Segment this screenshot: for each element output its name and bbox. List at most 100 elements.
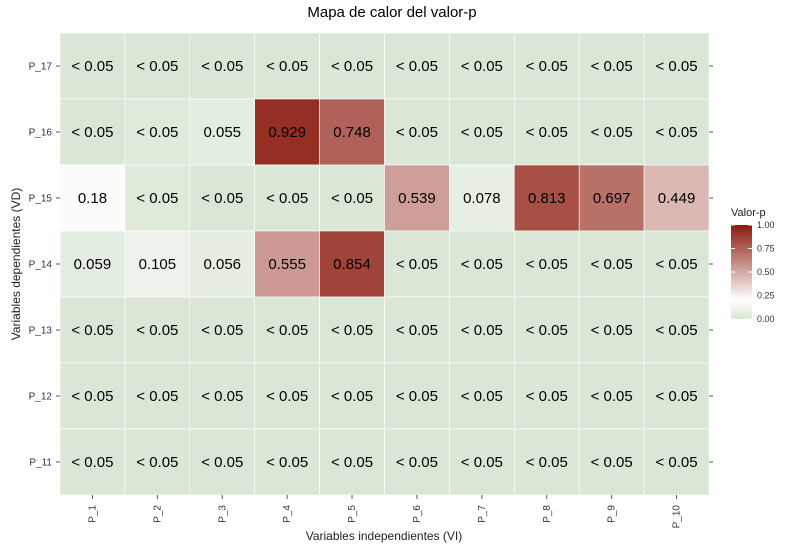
cell-value-label: < 0.05 xyxy=(71,124,113,141)
cell-value-label: 0.18 xyxy=(78,190,107,207)
cell-value-label: 0.555 xyxy=(268,256,306,273)
cell-value-label: < 0.05 xyxy=(461,454,503,471)
x-axis-ticks: P_1 P_2 P_3 P_4 P_5 P_6 P_7 P_8 P_9 P_10 xyxy=(87,495,683,529)
heatmap-cell xyxy=(59,296,126,364)
heatmap-cell xyxy=(578,296,645,364)
heatmap-cell xyxy=(384,296,450,364)
heatmap-cell xyxy=(189,98,256,166)
heatmap-cell xyxy=(643,428,710,496)
legend-ticks: 0.00 0.25 0.50 0.75 1.00 xyxy=(731,220,775,324)
cell-value-label: < 0.05 xyxy=(331,190,373,207)
heatmap-cell xyxy=(319,428,385,496)
cell-value-label: < 0.05 xyxy=(396,256,438,273)
cell-value-label: < 0.05 xyxy=(655,124,697,141)
cell-value-label: < 0.05 xyxy=(591,124,633,141)
cell-value-label: < 0.05 xyxy=(71,322,113,339)
legend-tick-label: 1.00 xyxy=(757,220,775,230)
cell-value-label: < 0.05 xyxy=(655,454,697,471)
heatmap-cell xyxy=(578,362,645,430)
cell-value-label: < 0.05 xyxy=(461,58,503,75)
cell-value-label: < 0.05 xyxy=(526,124,568,141)
heatmap-cell xyxy=(319,164,385,232)
heatmap-cell xyxy=(643,32,710,100)
heatmap-cell xyxy=(254,32,320,100)
heatmap-cell xyxy=(513,428,580,496)
heatmap-cell xyxy=(124,98,191,166)
legend-tick-label: 0.75 xyxy=(757,244,775,254)
heatmap-cell xyxy=(319,296,385,364)
cell-value-label: < 0.05 xyxy=(396,454,438,471)
cell-value-label: < 0.05 xyxy=(396,58,438,75)
heatmap-cell xyxy=(319,362,385,430)
cell-value-label: 0.449 xyxy=(658,190,696,207)
cell-value-label: < 0.05 xyxy=(655,322,697,339)
cell-value-label: < 0.05 xyxy=(655,388,697,405)
x-tick-label: P_2 xyxy=(152,505,163,523)
x-tick-label: P_9 xyxy=(607,505,618,523)
cell-value-label: < 0.05 xyxy=(461,322,503,339)
heatmap-cell xyxy=(319,98,385,166)
cell-value-label: < 0.05 xyxy=(136,190,178,207)
cell-value-label: < 0.05 xyxy=(266,388,308,405)
cell-value-label: < 0.05 xyxy=(331,58,373,75)
x-tick-label: P_5 xyxy=(347,505,358,523)
cell-value-label: < 0.05 xyxy=(266,454,308,471)
cell-value-label: < 0.05 xyxy=(591,454,633,471)
x-tick-label: P_7 xyxy=(477,505,488,523)
cell-value-label: < 0.05 xyxy=(331,388,373,405)
heatmap-cells xyxy=(59,32,710,496)
heatmap-cell xyxy=(189,296,256,364)
cell-value-label: < 0.05 xyxy=(136,124,178,141)
heatmap-cell xyxy=(124,296,191,364)
heatmap-cell xyxy=(254,164,320,232)
heatmap-cell xyxy=(254,296,320,364)
chart-title: Mapa de calor del valor-p xyxy=(307,4,476,21)
heatmap-cell xyxy=(59,362,126,430)
y-tick-label: P_12 xyxy=(29,392,53,403)
cell-value-label: < 0.05 xyxy=(591,256,633,273)
cell-value-label: 0.539 xyxy=(398,190,436,207)
cell-value-label: < 0.05 xyxy=(655,256,697,273)
x-tick-label: P_10 xyxy=(672,505,683,529)
cell-value-label: < 0.05 xyxy=(526,322,568,339)
cell-value-label: 0.748 xyxy=(333,124,371,141)
heatmap-cell xyxy=(189,164,256,232)
cell-value-label: < 0.05 xyxy=(591,322,633,339)
cell-value-label: 0.854 xyxy=(333,256,371,273)
legend-tick-label: 0.50 xyxy=(757,267,775,277)
cell-value-label: 0.697 xyxy=(593,190,631,207)
heatmap-cell xyxy=(578,428,645,496)
cell-value-label: 0.105 xyxy=(139,256,177,273)
heatmap-cell xyxy=(449,98,515,166)
heatmap-cell xyxy=(124,428,191,496)
heatmap-cell xyxy=(513,296,580,364)
legend-tick-label: 0.25 xyxy=(757,291,775,301)
cell-value-label: 0.055 xyxy=(203,124,241,141)
heatmap-cell xyxy=(643,362,710,430)
cell-value-label: < 0.05 xyxy=(591,58,633,75)
cell-value-label: < 0.05 xyxy=(136,322,178,339)
cell-value-label: < 0.05 xyxy=(461,388,503,405)
cell-value-label: < 0.05 xyxy=(396,388,438,405)
x-tick-label: P_1 xyxy=(87,505,98,523)
y-tick-label: P_16 xyxy=(29,128,53,139)
y-tick-label: P_13 xyxy=(29,326,53,337)
heatmap-cell xyxy=(578,230,645,298)
heatmap-cell xyxy=(124,362,191,430)
cell-value-label: < 0.05 xyxy=(136,454,178,471)
heatmap-cell xyxy=(513,98,580,166)
heatmap-cell xyxy=(189,362,256,430)
heatmap-cell xyxy=(59,32,126,100)
heatmap-cell xyxy=(384,230,450,298)
heatmap-cell xyxy=(384,362,450,430)
heatmap-cell xyxy=(643,296,710,364)
heatmap-cell xyxy=(124,32,191,100)
legend-title: Valor-p xyxy=(731,207,766,219)
heatmap-cell xyxy=(254,98,320,166)
heatmap-cell xyxy=(513,230,580,298)
cell-value-label: < 0.05 xyxy=(526,58,568,75)
cell-value-label: < 0.05 xyxy=(266,190,308,207)
heatmap-cell-labels: < 0.05 < 0.05 < 0.05 < 0.05 < 0.05 < 0.05 < 0.… xyxy=(71,58,697,471)
heatmap-cell xyxy=(449,296,515,364)
cell-value-label: < 0.05 xyxy=(71,58,113,75)
